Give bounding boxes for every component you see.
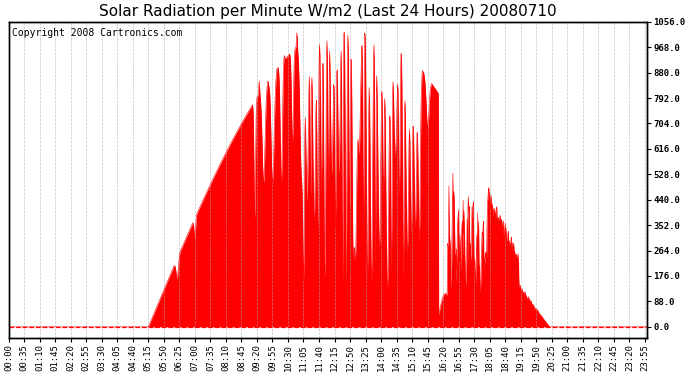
Text: Copyright 2008 Cartronics.com: Copyright 2008 Cartronics.com (12, 28, 182, 38)
Title: Solar Radiation per Minute W/m2 (Last 24 Hours) 20080710: Solar Radiation per Minute W/m2 (Last 24… (99, 4, 556, 19)
